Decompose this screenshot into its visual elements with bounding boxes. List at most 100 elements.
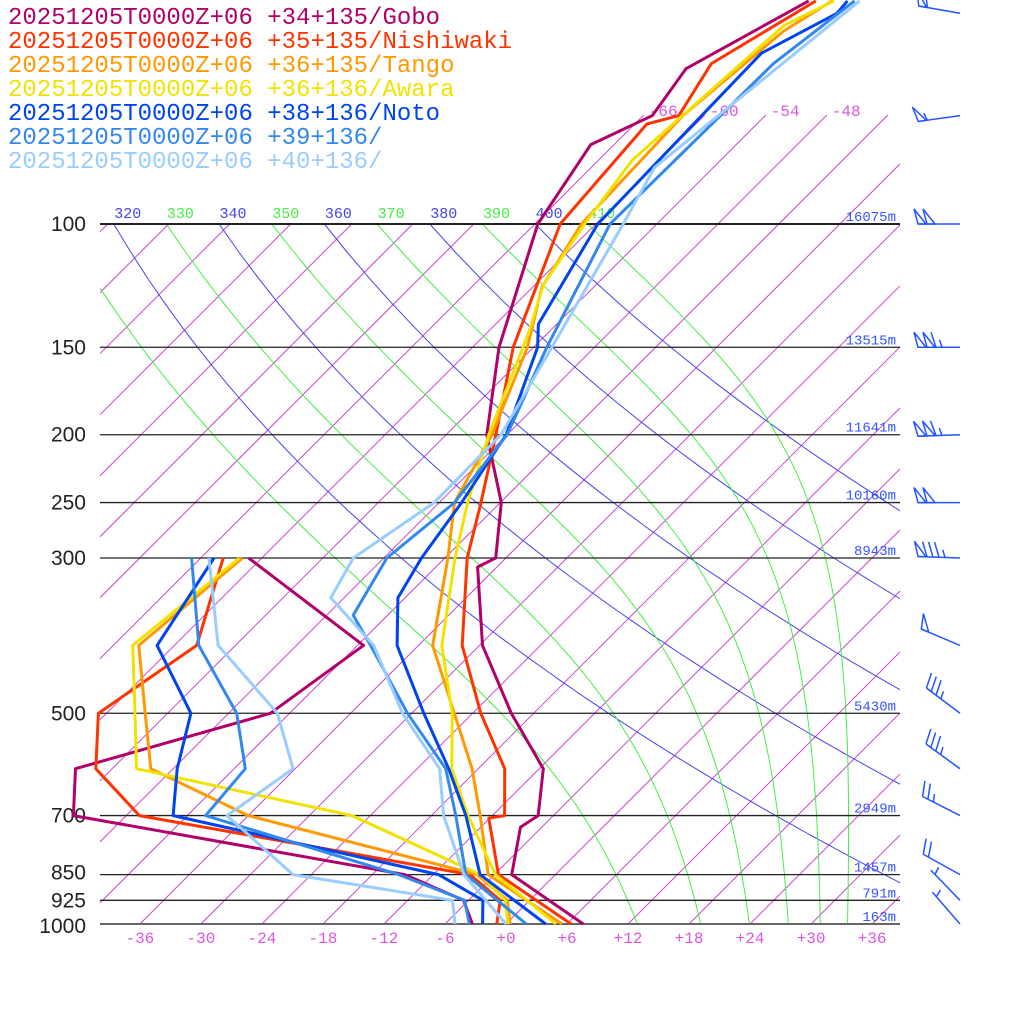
wind-barb-700 [921,780,961,817]
pressure-label: 250 [51,492,86,515]
legend-item: 20251205T0000Z+06 +40+136/ [8,149,382,176]
wind-barbs [911,0,961,925]
height-label: 1457m [854,861,896,877]
temperature-line-awara [440,0,835,926]
isotherm-line [99,223,475,599]
legend-item: 20251205T0000Z+06 +39+136/ [8,125,382,152]
temperature-line-40136 [329,0,861,925]
dewpoint-line-39136 [190,557,471,925]
height-label: 163m [862,910,896,926]
adiabat-lines [100,224,900,924]
dewpoint-line-nishiwaki [94,557,502,925]
pressure-label: 925 [51,889,86,912]
isotherm-line [810,834,901,925]
wind-barb-200 [912,420,961,437]
moist-adiabat-label: 390 [483,206,510,223]
temperature-tick-label: +18 [675,930,704,948]
isotherm-line [99,223,353,477]
legend-item: 20251205T0000Z+06 +36+136/Awara [8,77,454,104]
isotherm-label: -48 [832,103,861,121]
height-label: 8943m [854,544,896,560]
temperature-line-39136 [351,0,856,926]
isotherm-label: -54 [771,103,800,121]
isotherm-line [99,114,645,660]
isotherm-line [688,712,901,925]
isotherm-line [99,114,828,843]
dewpoint-line-noto [155,557,485,925]
dry-adiabat-label: 380 [430,206,457,223]
pressure-label: 100 [51,213,86,236]
temperature-tick-label: -18 [309,930,338,948]
temperature-line-gobo [476,0,810,926]
legend: 20251205T0000Z+06 +34+135/Gobo20251205T0… [8,5,512,176]
height-label: 11641m [846,421,896,437]
dry-adiabat-label: 320 [114,206,141,223]
isotherm-line [99,223,108,232]
legend-item: 20251205T0000Z+06 +34+135/Gobo [8,5,440,32]
height-label: 13515m [846,333,896,349]
pressure-label: 1000 [39,915,86,938]
height-label: 16075m [846,210,896,226]
height-label: 5430m [854,699,896,715]
isotherm-line [261,285,901,925]
isotherm-line [566,590,901,925]
temperature-tick-label: +0 [496,930,515,948]
isotherm-lines [99,114,901,925]
pressure-label: 200 [51,424,86,447]
wind-barb-400 [920,613,961,647]
wind-barb-150 [913,331,960,349]
temperature-tick-label: +24 [736,930,765,948]
dewpoint-line-40136 [207,557,457,925]
temperature-tick-label: +12 [614,930,643,948]
isotherm-line [505,529,901,925]
moist-adiabat-label: 370 [378,206,405,223]
dewpoint-line-awara [131,556,510,925]
dry-adiabat-label: 360 [325,206,352,223]
isotherm-line [627,651,901,925]
moist-adiabat-label: 350 [272,206,299,223]
isotherm-line [99,223,231,355]
temperature-tick-label: -6 [435,930,454,948]
pressure-label: 300 [51,547,86,570]
height-label: 10160m [846,489,896,505]
isotherm-line [749,773,901,925]
moist-adiabat-line [376,224,789,924]
wind-barb-500 [925,672,961,714]
temperature-tick-label: +30 [797,930,826,948]
pressure-label: 700 [51,805,86,828]
wind-barb-600 [925,728,961,770]
dry-adiabat-line [218,224,900,785]
isotherm-line [444,468,901,925]
pressure-label: 500 [51,702,86,725]
wind-barb-850 [922,838,961,876]
temperature-tick-label: -12 [370,930,399,948]
wind-barb-50 [917,0,961,15]
wind-barb-300 [913,540,961,559]
legend-item: 20251205T0000Z+06 +36+135/Tango [8,53,454,80]
wind-barb-100 [913,208,960,225]
legend-item: 20251205T0000Z+06 +35+135/Nishiwaki [8,29,512,56]
isotherm-line [99,223,414,538]
isotherm-line [99,114,889,904]
legend-item: 20251205T0000Z+06 +38+136/Noto [8,101,440,128]
moist-adiabat-line [587,224,850,924]
dry-adiabat-label: 340 [220,206,247,223]
wind-barb-925 [930,867,961,901]
temperature-line-noto [395,0,849,926]
temperature-tick-label: -24 [248,930,277,948]
sounding-profiles [71,0,861,926]
temperature-tick-label: +6 [557,930,576,948]
wind-barb-1000 [931,889,961,925]
wind-barb-70 [911,106,961,123]
pressure-label: 150 [51,336,86,359]
moist-adiabat-label: 330 [167,206,194,223]
temperature-line-nishiwaki [460,0,817,926]
height-label: 791m [862,886,896,902]
isotherm-line [99,223,292,416]
temperature-tick-label: +36 [858,930,887,948]
height-label: 2949m [854,802,896,818]
pressure-label: 850 [51,862,86,885]
